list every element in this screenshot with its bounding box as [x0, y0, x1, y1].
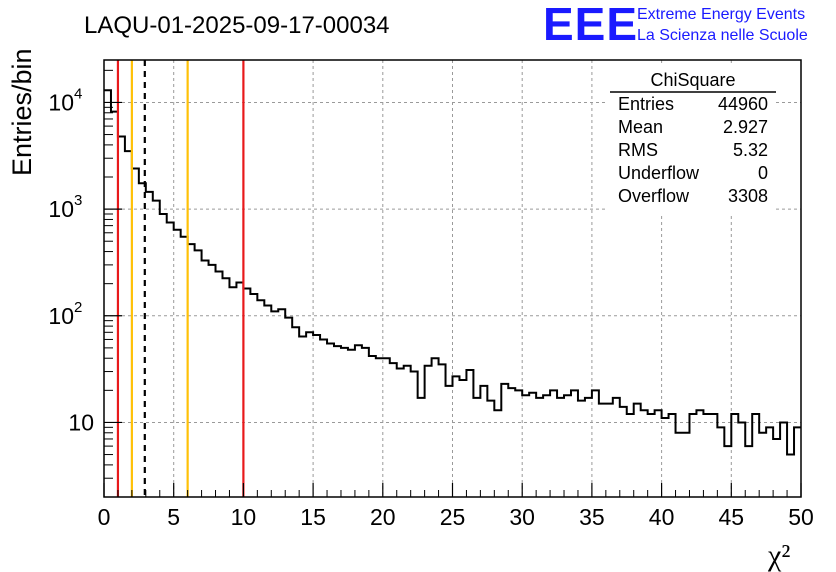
y-tick-label: 10 — [48, 196, 74, 222]
stats-label: Mean — [618, 117, 663, 137]
y-tick-exponent: 2 — [74, 299, 82, 316]
x-tick-label: 30 — [509, 504, 535, 530]
x-tick-label: 5 — [167, 504, 180, 530]
stats-label: Overflow — [618, 186, 690, 206]
stats-label: Entries — [618, 94, 674, 114]
x-tick-label: 45 — [719, 504, 745, 530]
eee-logo-mark: EEE — [543, 0, 638, 50]
stats-rows: Entries 44960 Mean 2.927 RMS 5.32 Underflow 0 Ov… — [618, 94, 768, 206]
x-tick-label: 20 — [370, 504, 396, 530]
x-tick-label: 50 — [788, 504, 814, 530]
marker-lines-layer — [116, 60, 245, 497]
eee-logo-line1: Extreme Energy Events — [637, 6, 805, 23]
stats-value: 3308 — [728, 186, 768, 206]
x-axis-label: χ² — [767, 539, 790, 572]
chart-title: LAQU-01-2025-09-17-00034 — [84, 12, 390, 39]
y-tick-label: 10 — [48, 303, 74, 329]
x-tick-label: 25 — [440, 504, 466, 530]
stats-value: 0 — [758, 163, 768, 183]
x-tick-label: 15 — [300, 504, 326, 530]
y-tick-exponent: 3 — [74, 192, 82, 209]
stats-value: 5.32 — [733, 140, 768, 160]
y-tick-label: 10 — [48, 89, 74, 115]
stats-title: ChiSquare — [650, 70, 735, 90]
eee-logo: EEE Extreme Energy Events La Scienza nel… — [543, 0, 808, 50]
x-tick-label: 35 — [579, 504, 605, 530]
x-tick-label: 40 — [649, 504, 675, 530]
eee-logo-line2: La Scienza nelle Scuole — [637, 27, 808, 44]
stats-value: 44960 — [718, 94, 768, 114]
histogram-step-line — [104, 89, 801, 456]
stats-box: ChiSquare Entries 44960 Mean 2.927 RMS 5.32 Un… — [606, 65, 776, 216]
y-axis-label: Entries/bin — [7, 48, 37, 176]
x-tick-label: 0 — [98, 504, 111, 530]
plot-frame — [103, 59, 802, 498]
stats-value: 2.927 — [723, 117, 768, 137]
histogram-layer — [104, 89, 801, 456]
y-tick-exponent: 4 — [74, 85, 82, 102]
stats-box-background — [606, 65, 776, 216]
stats-label: Underflow — [618, 163, 700, 183]
stats-label: RMS — [618, 140, 658, 160]
x-axis-label-text: χ² — [767, 539, 790, 572]
x-tick-label: 10 — [231, 504, 257, 530]
y-tick-label: 10 — [68, 409, 94, 435]
